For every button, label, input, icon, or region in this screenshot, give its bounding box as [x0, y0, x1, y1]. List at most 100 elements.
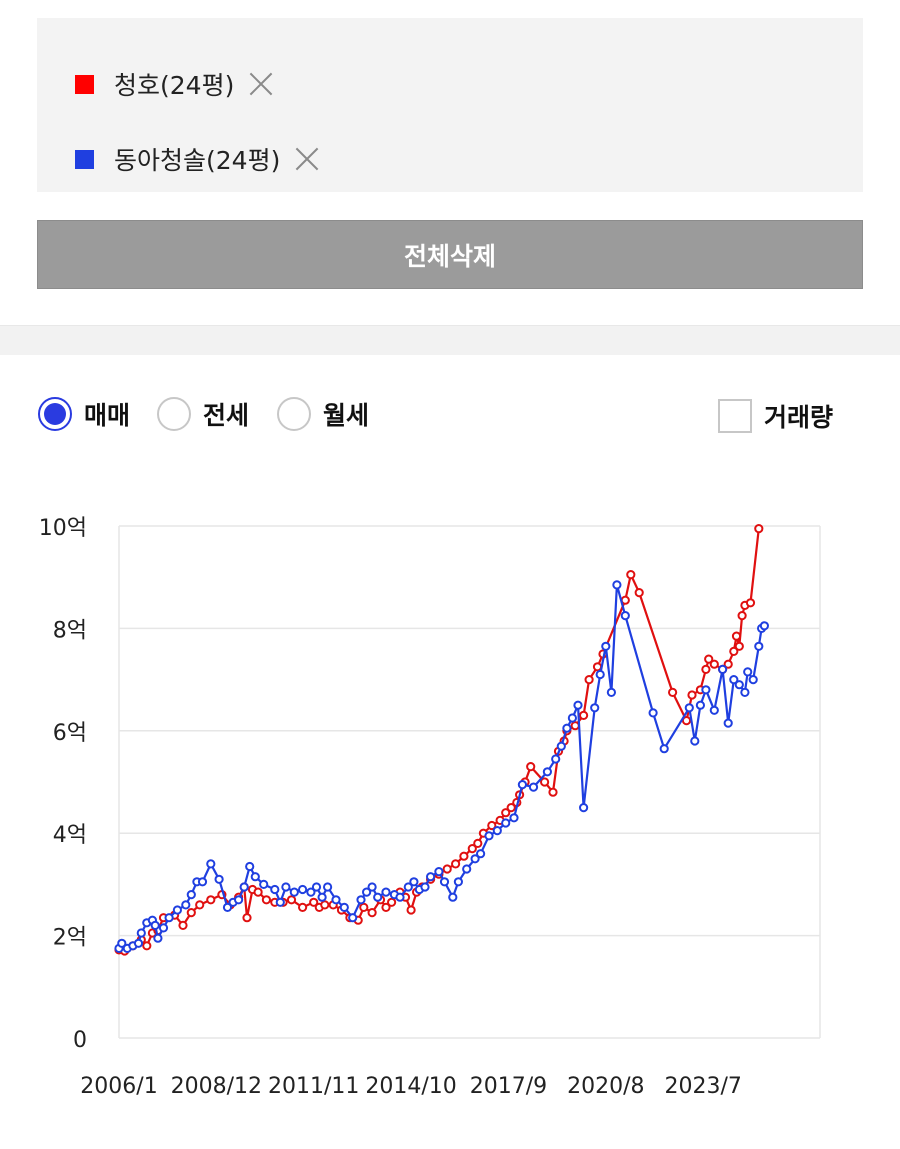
- data-point: [540, 777, 550, 787]
- data-point: [606, 687, 617, 698]
- radio-jeonse[interactable]: 전세: [157, 396, 249, 432]
- data-point: [348, 913, 358, 923]
- data-point: [709, 659, 719, 669]
- radio-monthly-rent[interactable]: 월세: [277, 396, 369, 432]
- data-point: [420, 882, 430, 892]
- data-point: [559, 736, 569, 746]
- data-point: [197, 877, 208, 887]
- data-point: [570, 721, 580, 731]
- data-point: [234, 892, 244, 902]
- data-point: [225, 900, 235, 910]
- data-point: [128, 941, 138, 951]
- data-point: [681, 716, 692, 726]
- volume-toggle[interactable]: 거래량: [718, 398, 833, 434]
- data-point: [250, 872, 260, 882]
- data-point: [353, 915, 363, 925]
- data-point: [704, 654, 714, 664]
- data-point: [442, 864, 452, 874]
- data-point: [701, 685, 711, 695]
- data-point: [403, 882, 413, 892]
- data-point: [142, 941, 152, 951]
- data-point: [120, 946, 130, 956]
- data-point: [261, 895, 271, 905]
- data-point: [729, 646, 739, 657]
- data-point: [206, 859, 216, 869]
- data-point: [579, 710, 589, 721]
- x-axis-ticks: 2006/1 2008/12 2011/11 2014/10 2017/9 2020/8 2…: [80, 1074, 742, 1099]
- data-point: [484, 831, 494, 841]
- y-tick-label: 8억: [53, 618, 87, 643]
- data-point: [172, 905, 182, 915]
- data-point: [114, 945, 124, 955]
- volume-label: 거래량: [764, 403, 834, 432]
- data-point: [668, 687, 678, 698]
- data-point: [381, 902, 391, 913]
- data-point: [542, 767, 553, 777]
- data-point: [551, 754, 561, 764]
- x-tick-label: 2006/1: [80, 1074, 157, 1099]
- data-point: [453, 877, 463, 887]
- data-point: [562, 726, 572, 736]
- data-point: [648, 708, 658, 718]
- data-point: [695, 700, 706, 710]
- data-point: [501, 808, 511, 818]
- data-point: [259, 879, 269, 890]
- compare-item-label-2: 동아청솔(24평): [114, 146, 281, 175]
- radio-sale[interactable]: 매매: [38, 396, 130, 432]
- data-point: [359, 902, 369, 913]
- data-point: [701, 664, 711, 675]
- data-point: [590, 703, 600, 713]
- data-point: [476, 849, 486, 859]
- data-point: [740, 600, 750, 611]
- data-point: [459, 851, 469, 861]
- data-point: [158, 913, 169, 923]
- data-point: [409, 877, 419, 887]
- data-point: [434, 869, 444, 879]
- data-point: [723, 718, 733, 728]
- data-point: [709, 705, 719, 715]
- delete-all-button[interactable]: 전체삭제: [37, 220, 863, 289]
- data-point: [345, 913, 355, 923]
- data-point: [367, 908, 377, 918]
- data-point: [626, 570, 636, 580]
- data-point: [387, 897, 397, 907]
- data-point: [573, 700, 583, 710]
- data-point: [192, 877, 202, 887]
- data-point: [595, 669, 605, 680]
- data-point: [331, 895, 341, 905]
- radio-unchecked-icon: [277, 397, 311, 431]
- data-point: [434, 867, 444, 877]
- data-point: [620, 611, 630, 621]
- data-point: [153, 925, 163, 936]
- data-point: [620, 595, 630, 605]
- data-point: [473, 838, 483, 849]
- data-point: [745, 598, 756, 608]
- data-point: [147, 915, 157, 925]
- data-point: [275, 897, 285, 907]
- data-point: [520, 777, 530, 787]
- series-color-swatch-2: [75, 149, 94, 169]
- data-point: [553, 746, 564, 756]
- data-point: [467, 844, 477, 854]
- data-point: [147, 928, 157, 938]
- data-point: [122, 943, 132, 954]
- data-point: [281, 882, 291, 892]
- x-tick-label: 2014/10: [365, 1074, 456, 1099]
- close-icon[interactable]: [246, 69, 276, 99]
- data-point: [515, 790, 525, 800]
- data-point: [298, 902, 308, 913]
- checkbox-icon: [718, 399, 752, 433]
- close-icon[interactable]: [292, 144, 322, 174]
- radio-checked-icon: [38, 397, 72, 431]
- data-point: [417, 882, 427, 892]
- chart-grid: [118, 525, 821, 1039]
- data-point: [298, 884, 308, 895]
- series-2: [114, 580, 770, 954]
- data-point: [128, 941, 138, 951]
- data-point: [270, 884, 280, 895]
- y-tick-label: 6억: [53, 721, 87, 746]
- data-point: [186, 890, 196, 900]
- data-point: [270, 897, 280, 907]
- data-point: [528, 782, 539, 792]
- data-point: [373, 892, 383, 902]
